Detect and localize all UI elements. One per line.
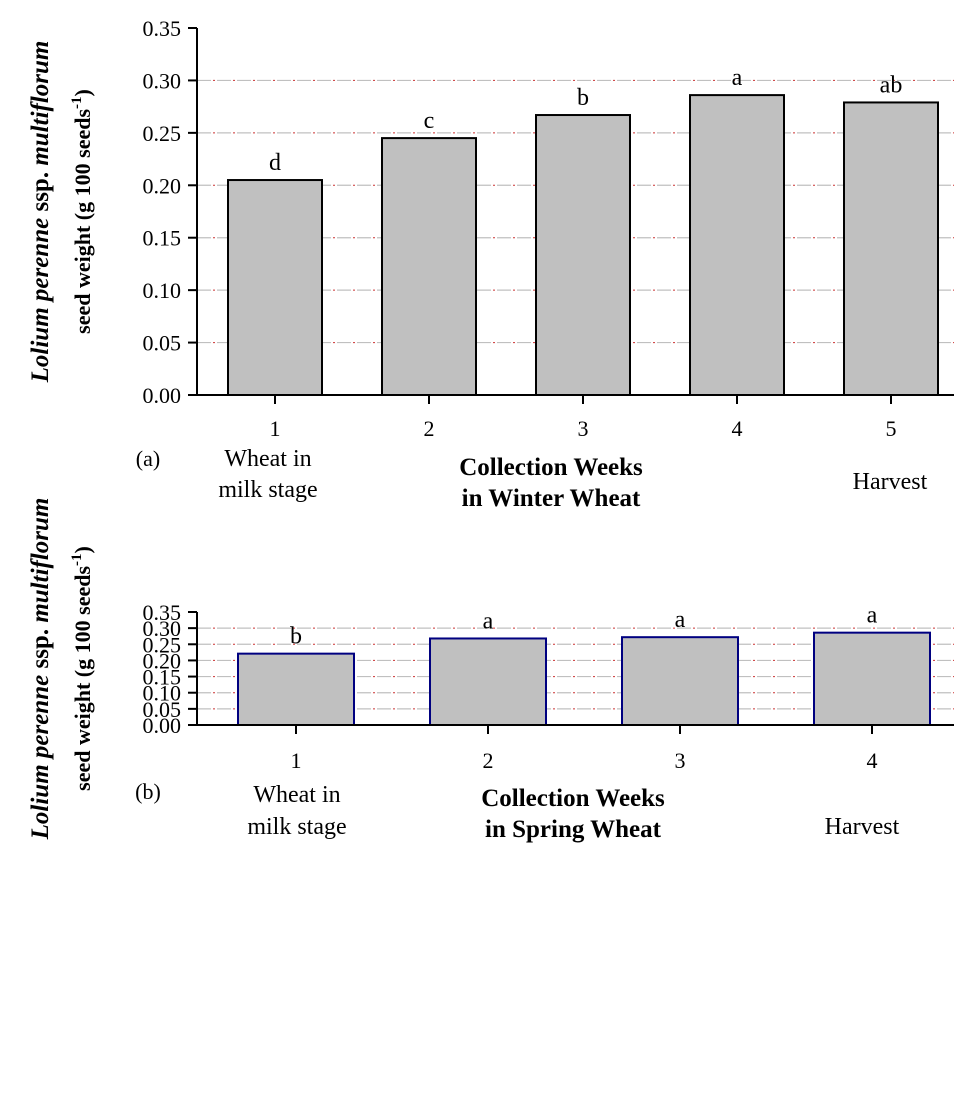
x-tick-label: 5 [886, 416, 897, 441]
y-tick-label: 0.15 [143, 665, 182, 690]
y-tick-label: 0.35 [143, 16, 182, 41]
bar [535, 114, 631, 396]
y-tick-label: 0.05 [143, 331, 182, 356]
significance-letter: d [269, 150, 281, 176]
panel-label: (b) [135, 779, 161, 804]
x-tick-label: 3 [675, 748, 686, 773]
last-week-note: Harvest [853, 469, 928, 495]
chart-panel-b: b a a a 0.000.050.100.150.200.250.300.35 1 2 3 4… [27, 498, 954, 843]
bar [621, 636, 739, 727]
bar [381, 137, 477, 396]
y-tick-label: 0.15 [143, 226, 182, 251]
y-axis-unit-prefix: seed weight (g 100 seeds [70, 109, 95, 334]
first-week-note: milk stage [247, 814, 346, 840]
x-tick-label: 2 [483, 748, 494, 773]
y-axis-species: Lolium perenne [27, 675, 54, 841]
x-axis-title: in Winter Wheat [462, 485, 641, 512]
y-axis-unit-sup: -1 [69, 96, 85, 109]
last-week-note: Harvest [825, 814, 900, 840]
x-axis-title: in Spring Wheat [485, 816, 662, 843]
y-axis-species: Lolium perenne [27, 218, 54, 384]
bar [689, 94, 785, 396]
y-tick-label: 0.00 [143, 383, 182, 408]
y-tick-label: 0.20 [143, 648, 182, 673]
chart-panel-a: d c b a ab 0.00 0.05 0.10 0.15 0.20 0.25 0.30 0.35 1 2… [27, 16, 954, 512]
y-axis-title-line1: Lolium perenne ssp. multiflorum [27, 41, 54, 384]
significance-letter: a [732, 65, 743, 91]
significance-letter: b [290, 624, 302, 650]
x-tick-label: 4 [732, 416, 743, 441]
y-axis-unit-suffix: ) [70, 546, 95, 553]
significance-letter: a [675, 607, 686, 633]
significance-letter: a [483, 608, 494, 634]
significance-letter: b [577, 85, 589, 111]
first-week-note: Wheat in [253, 782, 340, 808]
y-tick-label: 0.00 [143, 713, 182, 738]
y-axis-title-line1: Lolium perenne ssp. multiflorum [27, 498, 54, 841]
first-week-note: milk stage [218, 477, 317, 503]
x-tick-label: 3 [578, 416, 589, 441]
y-axis-variety: multiflorum [27, 41, 54, 166]
x-tick-label: 1 [270, 416, 281, 441]
first-week-note: Wheat in [224, 446, 311, 472]
x-tick-label: 2 [424, 416, 435, 441]
y-axis-ssp: ssp. [27, 166, 54, 218]
significance-letter: ab [880, 72, 903, 98]
y-axis-unit-sup: -1 [69, 553, 85, 566]
significance-letter: a [867, 603, 878, 629]
bar [843, 101, 939, 396]
y-axis-unit-prefix: seed weight (g 100 seeds [70, 566, 95, 791]
y-axis-unit-suffix: ) [70, 89, 95, 96]
bar [813, 631, 931, 726]
y-axis-title-line2: seed weight (g 100 seeds-1) [69, 89, 95, 334]
x-tick-label: 1 [291, 748, 302, 773]
y-axis-ssp: ssp. [27, 623, 54, 675]
y-tick-label: 0.30 [143, 68, 182, 93]
x-axis-title: Collection Weeks [459, 454, 643, 481]
y-tick-label: 0.30 [143, 616, 182, 641]
y-tick-label: 0.25 [143, 121, 182, 146]
y-tick-label: 0.25 [143, 632, 182, 657]
y-tick-label: 0.05 [143, 697, 182, 722]
x-tick-label: 4 [867, 748, 878, 773]
y-tick-label: 0.35 [143, 600, 182, 625]
significance-letter: c [424, 108, 435, 134]
y-tick-label: 0.10 [143, 278, 182, 303]
bar [227, 179, 323, 396]
y-axis-title-line2: seed weight (g 100 seeds-1) [69, 546, 95, 791]
y-tick-label: 0.10 [143, 681, 182, 706]
y-axis-variety: multiflorum [27, 498, 54, 623]
bar [429, 637, 547, 727]
x-axis-title: Collection Weeks [481, 785, 665, 812]
y-tick-label: 0.20 [143, 173, 182, 198]
bar [237, 652, 355, 726]
panel-label: (a) [136, 446, 160, 471]
